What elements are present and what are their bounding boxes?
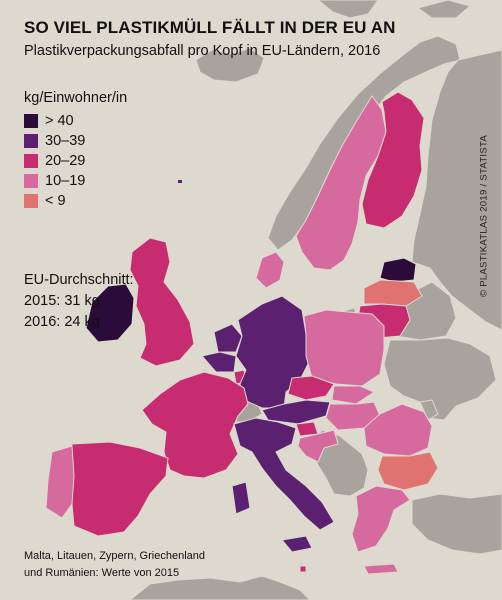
country-poland bbox=[303, 309, 385, 387]
footnote: Malta, Litauen, Zypern, Griechenland und… bbox=[24, 548, 205, 582]
country-france bbox=[141, 371, 249, 479]
turkey bbox=[411, 493, 502, 555]
country-greece bbox=[351, 485, 411, 553]
country-belgium bbox=[201, 351, 237, 373]
legend-label: 30–39 bbox=[45, 133, 86, 149]
country-sardinia bbox=[231, 481, 251, 515]
footnote-line-1: Malta, Litauen, Zypern, Griechenland bbox=[24, 550, 205, 562]
country-malta bbox=[299, 565, 307, 573]
country-denmark bbox=[255, 251, 285, 289]
legend-title: kg/Einwohner/in bbox=[24, 90, 128, 106]
ukraine bbox=[383, 337, 497, 421]
greenland bbox=[317, 0, 379, 19]
country-uk bbox=[129, 237, 195, 367]
country-slovenia bbox=[295, 421, 319, 437]
country-czechia bbox=[287, 375, 335, 401]
country-spain bbox=[69, 441, 169, 537]
country-slovakia bbox=[331, 385, 376, 405]
faroe-islands bbox=[178, 180, 182, 183]
iceland bbox=[195, 47, 265, 83]
legend-item-30-39: 30–39 bbox=[24, 131, 127, 151]
legend-label: < 9 bbox=[45, 193, 66, 209]
country-italy bbox=[233, 417, 335, 531]
country-finland bbox=[361, 91, 425, 229]
eu-average-2016: 2016: 24 kg bbox=[24, 314, 100, 330]
country-estonia bbox=[379, 257, 417, 283]
country-ireland bbox=[85, 283, 135, 343]
country-crete bbox=[363, 563, 399, 575]
legend-swatch bbox=[24, 134, 38, 148]
legend-swatch bbox=[24, 174, 38, 188]
eu-average-heading: EU-Durchschnitt: bbox=[24, 272, 134, 288]
legend-item-20-29: 20–29 bbox=[24, 151, 127, 171]
country-portugal bbox=[45, 445, 75, 519]
legend-label: 20–29 bbox=[45, 153, 86, 169]
country-croatia bbox=[297, 429, 339, 463]
page-subtitle: Plastikverpackungsabfall pro Kopf in EU-… bbox=[24, 43, 381, 59]
country-romania bbox=[363, 403, 433, 457]
legend-label: > 40 bbox=[45, 113, 74, 129]
legend-item-10-19: 10–19 bbox=[24, 171, 127, 191]
legend-swatch bbox=[24, 114, 38, 128]
country-sicily bbox=[281, 535, 313, 553]
legend: kg/Einwohner/in > 40 30–39 20–29 10–19 <… bbox=[24, 90, 127, 211]
page-title: SO VIEL PLASTIKMÜLL FÄLLT IN DER EU AN bbox=[24, 18, 396, 37]
footnote-line-2: und Rumänien: Werte von 2015 bbox=[24, 567, 180, 579]
eu-average-2015: 2015: 31 kg bbox=[24, 293, 100, 309]
legend-label: 10–19 bbox=[45, 173, 86, 189]
legend-item-under-9: < 9 bbox=[24, 191, 127, 211]
country-latvia bbox=[363, 279, 423, 307]
country-netherlands bbox=[213, 323, 243, 353]
country-bulgaria bbox=[377, 451, 439, 491]
legend-swatch bbox=[24, 154, 38, 168]
legend-swatch bbox=[24, 194, 38, 208]
north-africa bbox=[129, 575, 311, 600]
svalbard bbox=[416, 0, 472, 19]
eu-average: EU-Durchschnitt: 2015: 31 kg 2016: 24 kg bbox=[24, 270, 134, 333]
source-credit: © PLASTIKATLAS 2019 / STATISTA bbox=[478, 134, 490, 298]
legend-item-over-40: > 40 bbox=[24, 111, 127, 131]
